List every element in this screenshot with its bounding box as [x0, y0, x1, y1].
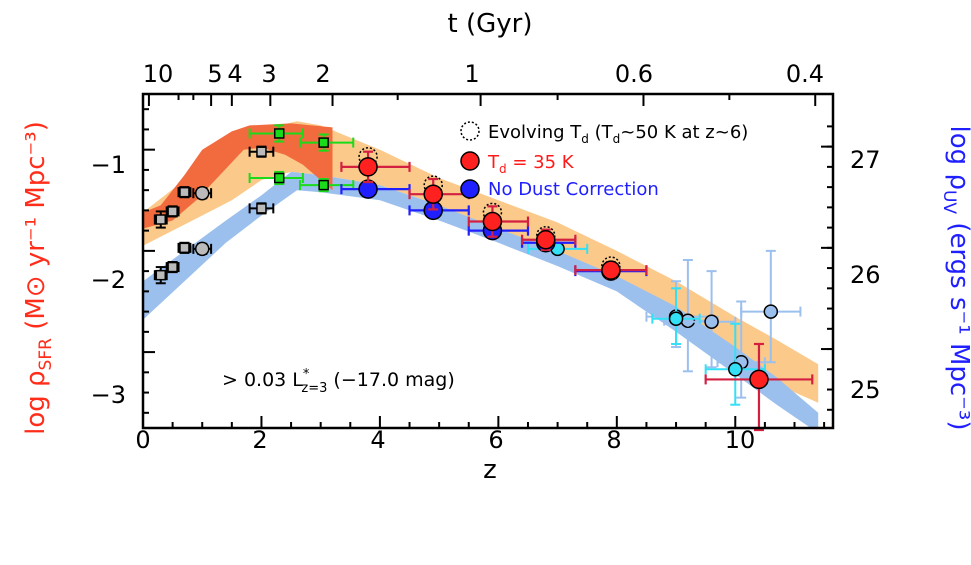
band-orange [143, 123, 333, 229]
left-axis-title: log ρSFR (M⊙ yr⁻¹ Mpc⁻³) [21, 121, 56, 435]
series-black-squares [153, 145, 275, 285]
y-tick-labels: −1 −2 −3 [91, 151, 126, 409]
legend-label-nodust: No Dust Correction [488, 179, 659, 200]
top-tick-label: 1 [464, 60, 479, 88]
data-point [167, 206, 178, 217]
x-tick-label: 0 [135, 426, 150, 454]
x-tick-label: 8 [606, 426, 621, 454]
axis-ticks [142, 94, 833, 428]
x-tick-label: 4 [370, 426, 385, 454]
data-point [763, 304, 779, 319]
data-point [358, 147, 378, 167]
x-tick-label: 2 [252, 426, 267, 454]
data-point [423, 184, 443, 204]
left-axis-sub: SFR [36, 338, 56, 371]
data-point [194, 241, 210, 257]
data-point [423, 175, 443, 195]
data-point [273, 172, 285, 184]
data-point [482, 202, 503, 223]
data-point [358, 157, 378, 177]
data-point [179, 186, 190, 198]
top-tick-label: 10 [143, 60, 174, 88]
left-axis-units: (M⊙ yr⁻¹ Mpc⁻³) [21, 121, 51, 338]
chart-marks [153, 124, 814, 432]
data-point [482, 211, 503, 232]
data-point [704, 314, 719, 329]
plot-frame [141, 92, 835, 430]
y-tick-label: −1 [91, 151, 126, 179]
series-green-squares [248, 124, 355, 193]
data-point [167, 261, 178, 273]
data-point [668, 311, 684, 326]
top-tick-label: 4 [227, 60, 242, 88]
legend: Evolving Td (Td~50 K at z~6) Td = 35 K N… [460, 121, 748, 200]
top-tick-label: 5 [207, 60, 222, 88]
legend-label-td35: Td = 35 K [487, 152, 575, 176]
top-tick-label: 0.6 [615, 60, 653, 88]
data-point [601, 260, 621, 280]
top-tick-label: 3 [261, 60, 276, 88]
right-axis-sub: UV [939, 190, 959, 214]
x-tick-label: 6 [488, 426, 503, 454]
legend-marker-evolving [460, 121, 480, 141]
legend-label-evolving: Evolving Td (Td~50 K at z~6) [488, 122, 748, 146]
data-point [728, 362, 743, 377]
top-tick-label: 2 [315, 60, 330, 88]
right-axis-prefix: log ρ [944, 126, 971, 190]
data-point [194, 185, 210, 201]
right-axis-units: (ergs s⁻¹ Mpc⁻³) [944, 214, 971, 430]
right-tick-label: 26 [850, 261, 881, 289]
data-point [601, 256, 621, 276]
legend-marker-td35 [460, 151, 480, 171]
data-point [273, 128, 285, 139]
right-tick-label: 27 [850, 146, 881, 174]
series-t-d-35-k [340, 150, 814, 432]
plot-border [141, 92, 835, 430]
left-axis-prefix: log ρ [21, 370, 51, 434]
chart-bands [143, 121, 819, 428]
right-axis-title: log ρUV (ergs s⁻¹ Mpc⁻³) [939, 126, 971, 431]
x-tick-labels: 0 2 4 6 8 10 [135, 426, 755, 454]
data-point [155, 269, 167, 281]
x-tick-label: 10 [725, 426, 756, 454]
legend-marker-nodust [460, 179, 480, 199]
top-tick-labels: 10 5 4 3 2 1 0.6 0.4 [143, 60, 824, 88]
data-point [179, 242, 190, 254]
data-point [749, 369, 769, 390]
band-blue [143, 171, 819, 428]
top-tick-label: 0.4 [786, 60, 824, 88]
data-point [535, 225, 556, 246]
right-tick-label: 25 [850, 376, 881, 404]
top-axis-title: t (Gyr) [448, 9, 533, 39]
y-tick-label: −2 [91, 266, 126, 294]
data-point [535, 229, 556, 250]
data-point [256, 146, 267, 157]
x-axis-title: z [483, 455, 497, 485]
data-point [155, 214, 167, 225]
y-tick-label: −3 [91, 381, 126, 409]
data-point [256, 203, 267, 214]
right-tick-labels: 27 26 25 [850, 146, 881, 404]
luminosity-limit-annotation: > 0.03 L* z=3 (−17.0 mag) [222, 367, 455, 396]
series-black-circles [192, 185, 213, 257]
data-point [318, 179, 329, 191]
data-point [318, 137, 329, 148]
series-evolving-t-d [358, 147, 621, 276]
